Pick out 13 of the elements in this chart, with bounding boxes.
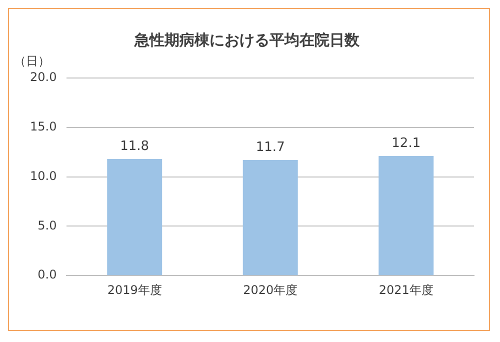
x-tick-label: 2020年度 — [243, 282, 298, 297]
data-label: 11.7 — [256, 140, 285, 155]
data-label: 12.1 — [392, 136, 421, 151]
y-tick-label: 15.0 — [30, 120, 57, 134]
chart-title: 急性期病棟における平均在院日数 — [134, 30, 360, 49]
y-axis-title: （日） — [14, 54, 50, 68]
y-tick-label: 5.0 — [38, 218, 57, 232]
y-tick-label: 0.0 — [38, 268, 57, 282]
y-tick-label: 20.0 — [30, 70, 57, 84]
x-tick-label: 2019年度 — [107, 282, 162, 297]
data-label: 11.8 — [120, 138, 150, 154]
x-tick-label: 2021年度 — [378, 282, 434, 297]
y-tick-label: 10.0 — [30, 168, 57, 183]
